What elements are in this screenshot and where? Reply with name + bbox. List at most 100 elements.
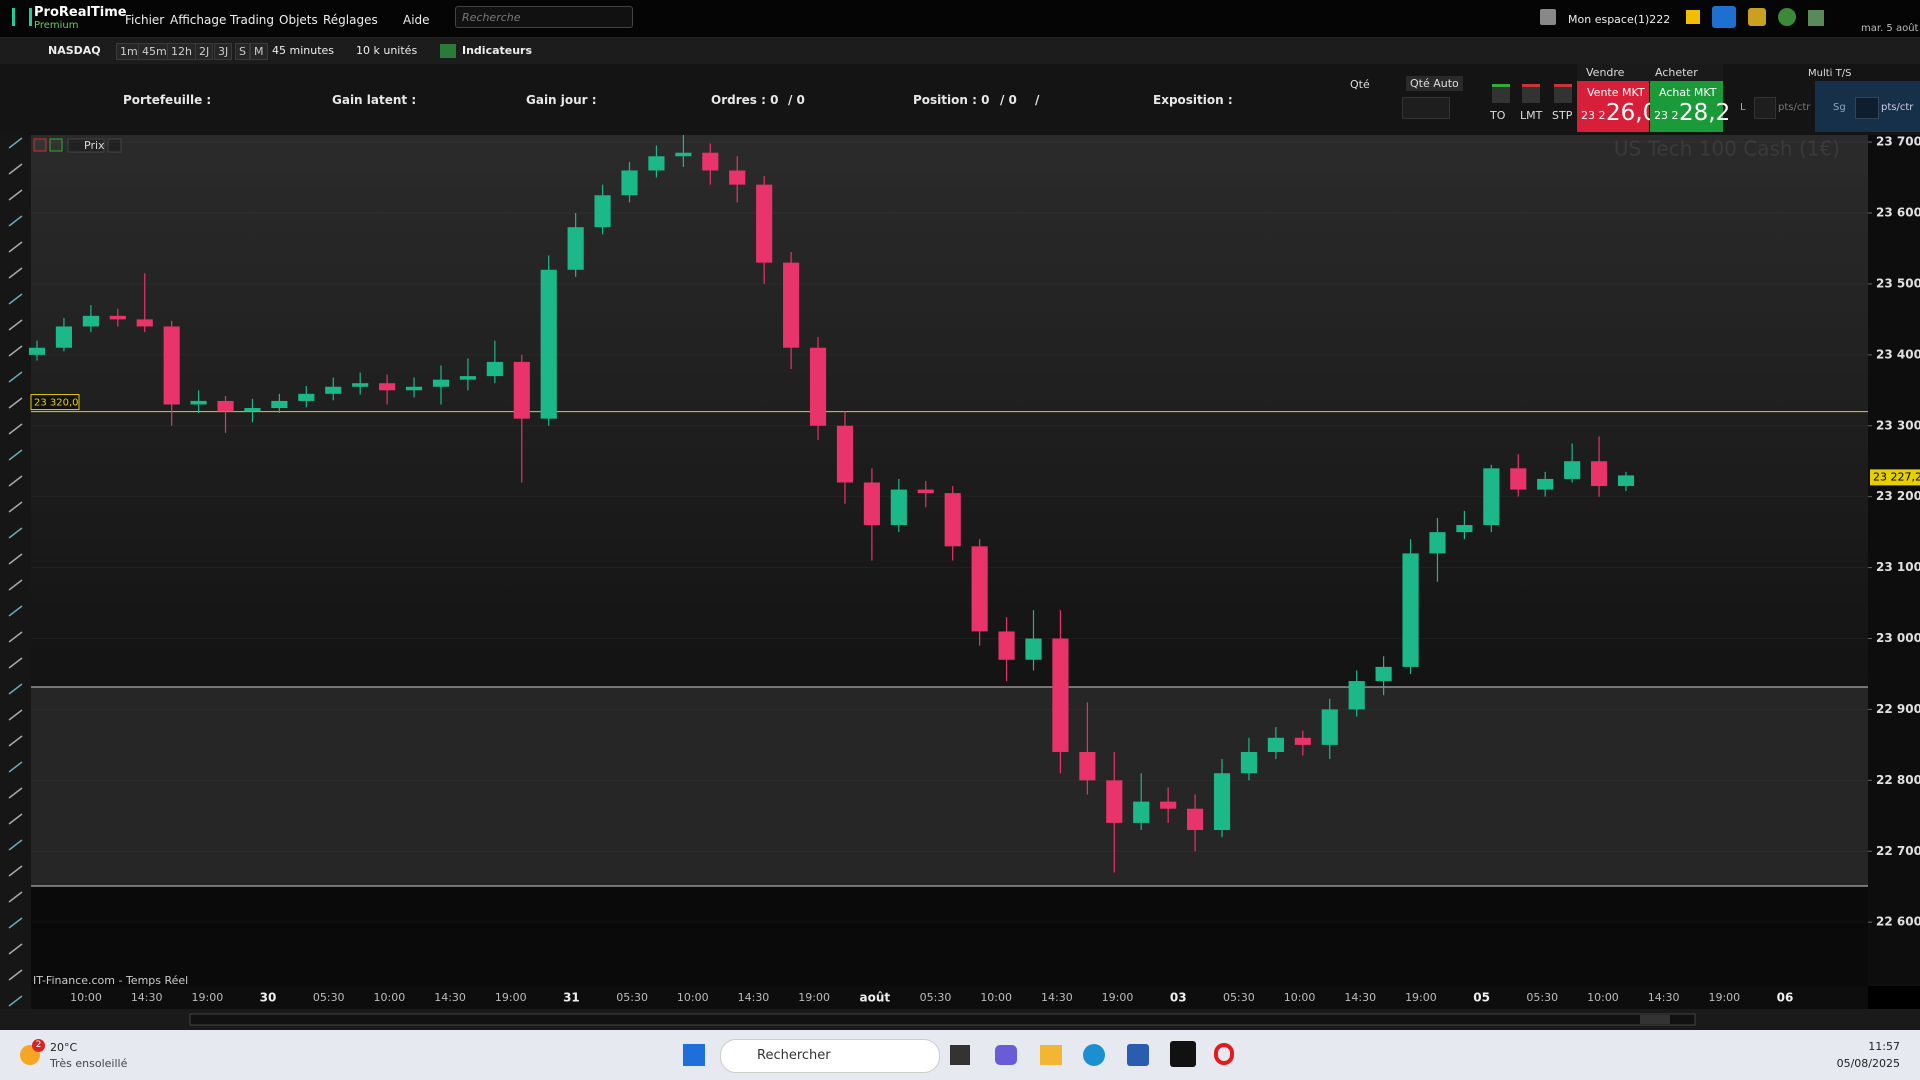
sell-button[interactable]: Vente MKT 23 2 26,0	[1577, 81, 1657, 132]
candle-body	[271, 400, 288, 409]
candle-body	[109, 315, 126, 320]
size[interactable]: 10 k unités	[356, 44, 418, 57]
x-tick-label: 30	[260, 991, 277, 1005]
timeframe[interactable]: 3J	[214, 43, 233, 60]
app-icon[interactable]	[1170, 1041, 1196, 1067]
order-type[interactable]: LMT	[1520, 109, 1543, 122]
tool-icon	[8, 631, 23, 643]
menu-item[interactable]: Affichage	[170, 13, 227, 27]
tool-icon	[8, 891, 23, 903]
candle-body	[1133, 801, 1150, 823]
candle-body	[379, 383, 396, 391]
tool-icon	[8, 241, 23, 253]
instrument[interactable]: NASDAQ	[48, 44, 101, 57]
app-icon[interactable]	[1214, 1043, 1234, 1065]
price-button[interactable]: Prix	[84, 139, 105, 152]
menu-item[interactable]: Réglages	[323, 13, 378, 27]
workspace[interactable]: Mon espace(1)222	[1568, 13, 1671, 26]
start-button[interactable]	[683, 1044, 705, 1066]
scroll-track[interactable]	[189, 1013, 1696, 1026]
x-tick-label: 05:30	[920, 991, 952, 1004]
button[interactable]	[107, 138, 122, 153]
indicators[interactable]: Indicateurs	[462, 44, 533, 57]
timeframe[interactable]: S	[235, 43, 250, 60]
app-icon[interactable]	[1127, 1044, 1149, 1066]
timeframe[interactable]: M	[250, 43, 268, 60]
candle-body	[1456, 525, 1473, 533]
order-type[interactable]: TO	[1490, 109, 1506, 122]
y-tick-label: 23 500	[1876, 276, 1920, 290]
candle-body	[1348, 681, 1365, 710]
buy-prefix: 23 2	[1654, 109, 1679, 122]
tool-icon	[8, 527, 23, 539]
app-icon[interactable]	[1083, 1044, 1105, 1066]
save-icon[interactable]	[1540, 9, 1556, 25]
info-label: Gain jour :	[526, 93, 597, 107]
candle-body	[55, 326, 73, 348]
scroll-thumb[interactable]	[1640, 1015, 1670, 1024]
chart: Prix US Tech 100 Cash (1€) IT-Finance.co…	[0, 135, 1920, 1030]
y-tick-label: 22 800	[1876, 773, 1920, 787]
multi-ts[interactable]: Multi T/S	[1808, 68, 1852, 79]
search[interactable]: Rechercher	[720, 1039, 940, 1073]
app-icon[interactable]	[950, 1045, 970, 1065]
candle-body	[1240, 751, 1258, 774]
menu-item[interactable]: Fichier	[125, 13, 165, 27]
tool-icon	[8, 475, 23, 487]
tool-icon	[8, 995, 23, 1007]
order-type-icon[interactable]	[1492, 84, 1510, 103]
order-type[interactable]: STP	[1552, 109, 1573, 122]
app-icon[interactable]	[995, 1045, 1017, 1065]
candle-body	[163, 326, 180, 405]
drawing-tools	[0, 135, 31, 1030]
button[interactable]	[33, 138, 47, 152]
x-tick-label: 14:30	[131, 991, 163, 1004]
candle-body	[890, 489, 907, 526]
search-text: Rechercher	[757, 1048, 831, 1063]
interval[interactable]: 45 minutes	[272, 44, 335, 57]
y-tick-label: 23 100	[1876, 560, 1920, 574]
flag-icon[interactable]	[1686, 10, 1700, 24]
x-tick-label: 10:00	[980, 991, 1012, 1004]
x-tick-label: 03	[1170, 991, 1187, 1005]
sound-icon[interactable]	[1712, 6, 1736, 28]
source: IT-Finance.com - Temps Réel	[33, 974, 188, 987]
buy-button[interactable]: Achat MKT 23 2 28,2	[1650, 81, 1730, 132]
x-tick-label: 19:00	[192, 991, 224, 1004]
sell-price: 26,0	[1606, 100, 1658, 126]
info-label: / 0	[788, 93, 805, 107]
search-box[interactable]: Recherche	[455, 6, 633, 28]
timeframe[interactable]: 45m	[138, 43, 171, 60]
candle-body	[190, 400, 207, 405]
menu-item[interactable]: Objets	[279, 13, 318, 27]
button[interactable]	[49, 138, 63, 152]
order-type-icon[interactable]	[1522, 84, 1540, 103]
tool-icon	[8, 969, 23, 981]
order-type-icon[interactable]	[1554, 84, 1572, 103]
price-button-frame[interactable]	[67, 138, 105, 153]
x-tick-label: 19:00	[1708, 991, 1740, 1004]
x-tick-label: 14:30	[1648, 991, 1680, 1004]
loss-input[interactable]	[1754, 97, 1776, 119]
date: mar. 5 août	[1861, 23, 1919, 34]
tool-icon	[8, 839, 23, 851]
tool-icon[interactable]	[1808, 10, 1824, 26]
menu-item[interactable]: Trading	[230, 13, 275, 27]
tool-icon	[8, 423, 23, 435]
qty-input[interactable]	[1402, 97, 1450, 119]
taskbar: 2 20°C Très ensoleillé Rechercher 11:57 …	[0, 1030, 1920, 1080]
timeframe[interactable]: 2J	[195, 43, 214, 60]
candle-body	[1510, 468, 1527, 490]
timeframe[interactable]: 12h	[167, 43, 196, 60]
x-tick-label: 10:00	[70, 991, 102, 1004]
app-icon[interactable]	[1040, 1045, 1062, 1065]
menu-item[interactable]: Aide	[403, 13, 430, 27]
qty-auto[interactable]: Qté Auto	[1406, 76, 1463, 91]
tool-icon[interactable]	[1778, 8, 1796, 26]
tool-icon	[8, 683, 23, 695]
gain-input[interactable]	[1855, 97, 1879, 119]
y-tick-label: 22 600	[1876, 915, 1920, 929]
candle-body	[486, 361, 503, 377]
tool-icon[interactable]	[1748, 8, 1766, 26]
plot-band	[31, 687, 1868, 886]
